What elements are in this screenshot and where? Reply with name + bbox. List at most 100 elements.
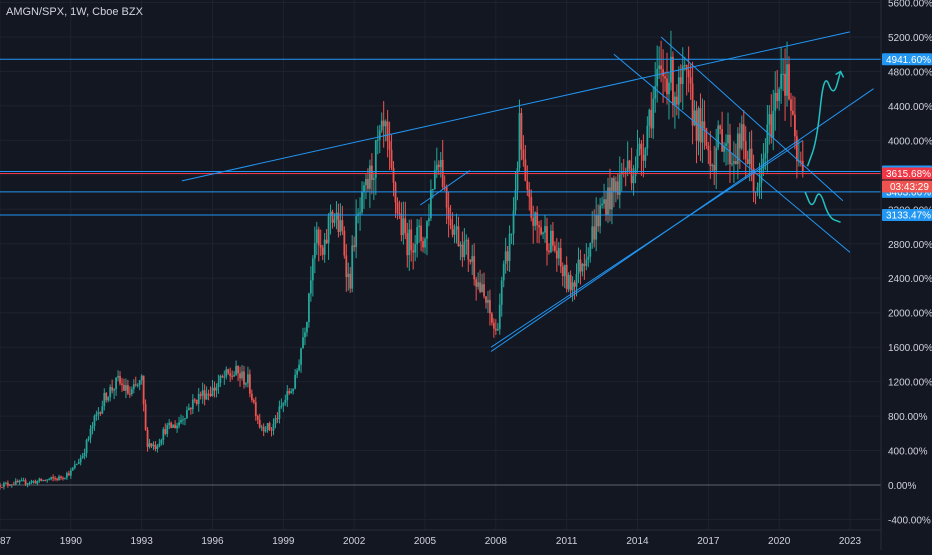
candle-body [668,82,670,95]
chart-title[interactable]: AMGN/SPX, 1W, Cboe BZX [6,6,143,18]
candle-body [758,182,761,188]
candle-body [636,148,639,169]
candle-body [158,443,161,447]
candle-body [107,397,110,401]
candle-body [101,406,104,414]
candle-body [60,476,62,478]
candle-body [414,244,417,253]
price-label-badge[interactable] [882,209,932,222]
candle-body [370,165,373,181]
time-axis[interactable] [0,530,932,550]
candle-body [278,406,281,419]
projection-path[interactable] [804,191,841,223]
candle-body [52,477,55,479]
candle-body [109,387,112,398]
candle-body [89,428,92,438]
candle-body [77,462,80,465]
candle-body [219,376,222,383]
candle-body [760,168,763,183]
candle-body [148,443,151,447]
candle-body [786,64,788,96]
candle-body [591,226,594,243]
candle-body [494,328,497,331]
candle-body [518,113,521,169]
candle-body [723,145,725,152]
candle-body [512,210,515,234]
price-label-text: 3133.47% [886,211,931,222]
candle-body [746,159,749,165]
trendline[interactable] [660,36,844,202]
x-tick-label: 1990 [60,536,83,547]
candle-body [719,125,722,130]
candle-body [654,86,657,99]
candle-body [711,164,714,167]
candle-body [382,120,385,127]
candle-body [587,256,590,260]
candle-body [0,485,1,487]
candle-body [241,371,243,379]
candle-body [750,148,753,169]
candle-body [69,470,72,476]
x-tick-label: 2011 [556,536,578,547]
candle-body [555,250,558,259]
candle-body [24,480,27,485]
candle-body [384,121,387,127]
y-tick-label: 4000.00% [888,136,932,147]
trendline[interactable] [181,31,851,182]
candle-body [319,245,322,248]
candle-body [595,215,598,240]
candle-body [477,282,480,287]
candle-body [18,480,21,483]
candle-body [742,124,745,142]
candle-body [626,160,629,172]
candle-body [197,394,200,404]
candle-body [205,393,208,400]
x-tick-label: 1999 [272,536,295,547]
candle-body [134,384,137,386]
candle-body [369,165,371,189]
candle-body [14,480,17,485]
candle-body [270,429,273,431]
candle-body [211,387,214,397]
candle-body [658,65,661,69]
candle-body [58,476,60,480]
trendline[interactable] [613,53,851,253]
price-label-badge[interactable] [882,53,932,66]
candle-body [3,483,5,487]
candle-body [372,178,375,181]
trendline[interactable] [490,139,804,348]
candle-body [431,189,434,191]
countdown-text: 03:43:29 [890,182,929,193]
candle-body [640,143,643,155]
trendline[interactable] [419,170,471,206]
price-axis[interactable] [881,0,932,550]
candle-body [725,143,727,146]
candle-body [239,373,241,379]
y-tick-label: 0.00% [888,481,916,492]
candle-body [321,247,324,255]
candle-body [569,274,572,291]
candle-body [339,220,342,232]
projection-path[interactable] [806,71,842,167]
candle-body [453,229,456,235]
candle-body [363,185,365,192]
candle-body [548,250,550,253]
candle-body [394,182,397,203]
candle-body [103,393,106,407]
candle-body [542,232,544,235]
candle-body [766,124,769,154]
candle-body [272,423,275,431]
candle-body [126,385,129,394]
candle-body [36,480,39,484]
candle-body [656,68,659,87]
candle-body [642,154,645,161]
price-label-badge[interactable] [882,167,932,180]
candle-body [795,136,798,162]
candle-body [250,393,253,400]
candle-body [799,160,802,162]
candle-body [306,322,308,333]
candle-body [227,369,230,374]
candle-body [16,480,19,483]
